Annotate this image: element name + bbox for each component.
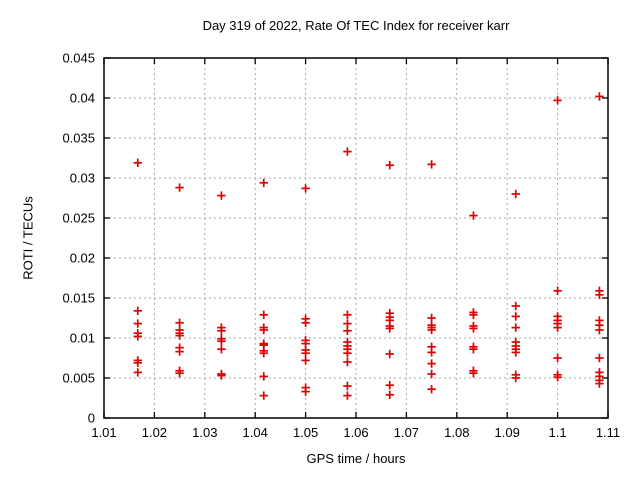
x-tick-label: 1.06 — [343, 425, 368, 440]
y-tick-label: 0.035 — [62, 131, 95, 146]
x-tick-label: 1.02 — [142, 425, 167, 440]
x-tick-label: 1.03 — [192, 425, 217, 440]
y-tick-label: 0.045 — [62, 51, 95, 66]
x-tick-label: 1.1 — [549, 425, 567, 440]
y-tick-label: 0.005 — [62, 371, 95, 386]
y-tick-label: 0.01 — [70, 331, 95, 346]
x-tick-label: 1.01 — [91, 425, 116, 440]
x-tick-label: 1.09 — [495, 425, 520, 440]
chart-title: Day 319 of 2022, Rate Of TEC Index for r… — [202, 18, 510, 33]
y-tick-label: 0.04 — [70, 91, 95, 106]
plot-border — [103, 57, 609, 419]
x-tick-label: 1.04 — [243, 425, 268, 440]
x-tick-label: 1.08 — [444, 425, 469, 440]
y-tick-label: 0.015 — [62, 291, 95, 306]
y-tick-label: 0.02 — [70, 251, 95, 266]
y-tick-label: 0.03 — [70, 171, 95, 186]
y-tick-label: 0.025 — [62, 211, 95, 226]
x-tick-label: 1.05 — [293, 425, 318, 440]
y-tick-label: 0 — [88, 411, 95, 426]
x-axis-label: GPS time / hours — [306, 451, 406, 466]
x-tick-label: 1.07 — [394, 425, 419, 440]
x-tick-label: 1.11 — [596, 425, 620, 440]
